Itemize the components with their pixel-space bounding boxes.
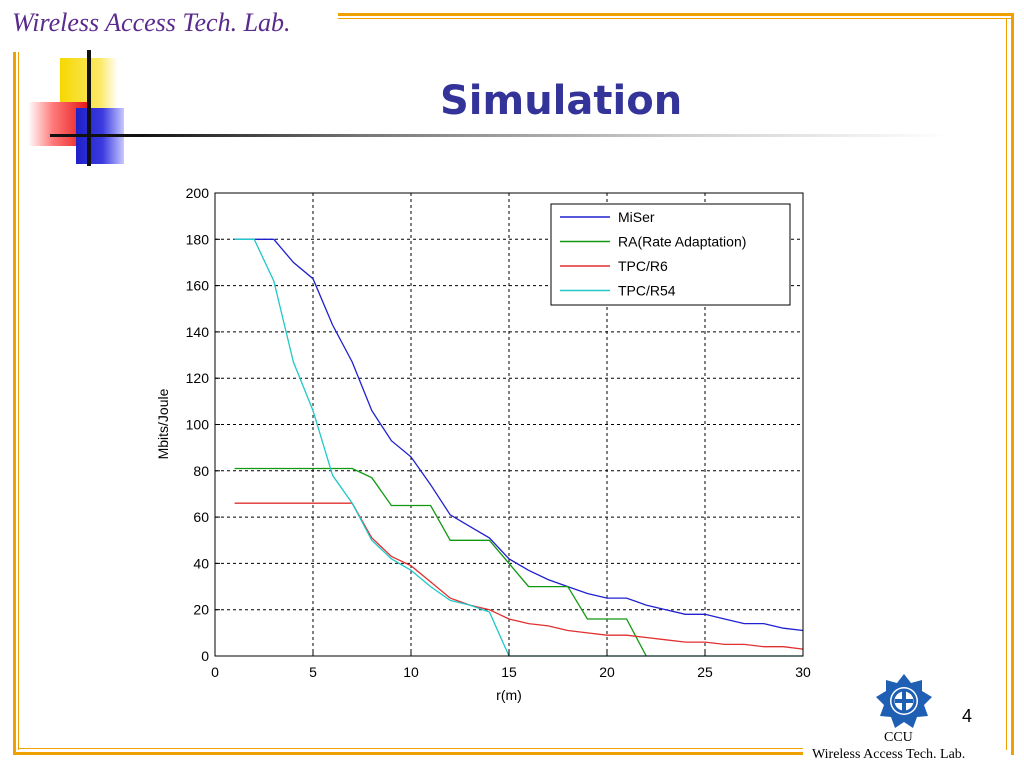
y-tick-label: 140	[186, 324, 210, 340]
x-axis-label: r(m)	[496, 687, 522, 703]
legend-label-2: RA(Rate Adaptation)	[618, 234, 746, 250]
x-tick-label: 25	[697, 664, 713, 680]
legend: MiSer RA(Rate Adaptation) TPC/R6 TPC/R54	[550, 203, 791, 306]
series-layer	[234, 238, 804, 657]
series-line-1	[234, 238, 804, 632]
footer-org: CCU	[884, 730, 913, 745]
decor-vertical-line	[87, 50, 91, 166]
x-tick-label: 5	[309, 664, 317, 680]
x-tick-label: 0	[211, 664, 219, 680]
frame-right-inner-border	[1006, 18, 1007, 750]
series-line-4	[234, 238, 803, 657]
frame-bottom-border	[13, 752, 803, 755]
series-line-3	[234, 502, 804, 650]
line-chart: 0 5 10 15 20 25 30020406080100120140160180200 …	[155, 185, 811, 703]
x-tick-label: 15	[501, 664, 517, 680]
y-tick-label: 20	[193, 602, 209, 618]
frame-right-border	[1011, 13, 1014, 755]
series-line-2	[234, 467, 647, 657]
y-tick-label: 180	[186, 231, 210, 247]
y-tick-label: 40	[193, 555, 209, 571]
y-tick-label: 120	[186, 370, 210, 386]
tick-layer: 0 5 10 15 20 25 30 0 20 40 60 80 100 120 140 160 180 200	[186, 185, 811, 680]
y-tick-label: 80	[193, 463, 209, 479]
legend-label-3: TPC/R6	[618, 258, 668, 274]
y-tick-label: 0	[201, 648, 209, 664]
y-tick-label: 200	[186, 185, 210, 201]
y-tick-label: 60	[193, 509, 209, 525]
y-tick-label: 100	[186, 417, 210, 433]
frame-top-inner-border	[338, 18, 1014, 19]
footer-lab-name: Wireless Access Tech. Lab.	[812, 747, 966, 762]
ccu-logo-icon	[876, 674, 932, 728]
frame-left-border	[13, 52, 16, 755]
x-tick-label: 10	[403, 664, 419, 680]
page-number: 4	[962, 706, 973, 726]
x-tick-label: 20	[599, 664, 615, 680]
y-axis-label: Mbits/Joule	[155, 388, 171, 459]
x-tick-label: 30	[795, 664, 811, 680]
header-lab-name: Wireless Access Tech. Lab.	[12, 8, 291, 37]
slide-title: Simulation	[440, 78, 683, 124]
frame-left-inner-border	[18, 52, 19, 750]
legend-label-1: MiSer	[618, 209, 655, 225]
y-tick-label: 160	[186, 278, 210, 294]
decor-horizontal-line	[50, 134, 950, 137]
legend-label-4: TPC/R54	[618, 283, 676, 299]
legend-box	[550, 203, 791, 306]
frame-top-border	[338, 13, 1014, 16]
frame-bottom-inner-border	[18, 748, 803, 749]
